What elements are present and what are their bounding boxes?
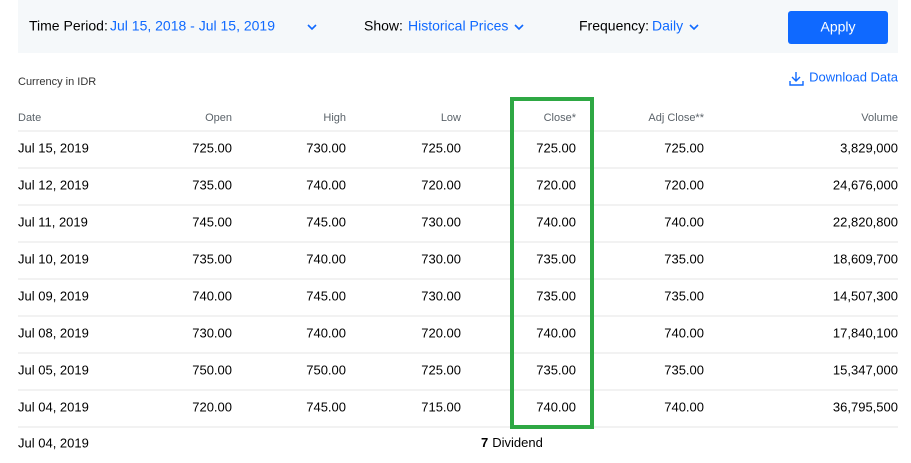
cell: 745.00 (306, 399, 346, 414)
date-cell: Jul 09, 2019 (18, 288, 89, 303)
cell: 740.00 (306, 325, 346, 340)
frequency-label: Frequency: (579, 18, 649, 34)
cell: 24,676,000 (833, 177, 898, 192)
cell: 18,609,700 (833, 251, 898, 266)
cell: 735.00 (664, 288, 704, 303)
cell: 725.00 (421, 140, 461, 155)
column-header: Date (18, 112, 41, 124)
currency: Currency in IDR (18, 76, 96, 88)
date-cell: Jul 10, 2019 (18, 251, 89, 266)
column-header: High (323, 112, 346, 124)
cell: 740.00 (192, 288, 232, 303)
cell: 15,347,000 (833, 362, 898, 377)
chevron[interactable] (689, 24, 699, 31)
cell: 730.00 (192, 325, 232, 340)
cell: 17,840,100 (833, 325, 898, 340)
cell: 750.00 (306, 362, 346, 377)
cell: 735.00 (536, 251, 576, 266)
cell: 720.00 (536, 177, 576, 192)
cell: 36,795,500 (833, 399, 898, 414)
cell: 740.00 (664, 399, 704, 414)
dividend-amount: 7 (481, 435, 488, 450)
cell: 22,820,800 (833, 214, 898, 229)
cell: 3,829,000 (840, 140, 898, 155)
apply-label[interactable]: Apply (820, 19, 855, 35)
cell: 735.00 (192, 251, 232, 266)
cell: 715.00 (421, 399, 461, 414)
cell: 720.00 (421, 177, 461, 192)
cell: 740.00 (536, 325, 576, 340)
apply-button[interactable] (788, 11, 888, 44)
column-header: Open (205, 112, 232, 124)
cell: 730.00 (421, 214, 461, 229)
cell: 735.00 (664, 251, 704, 266)
frequency[interactable]: Daily (652, 18, 683, 34)
cell: 730.00 (421, 251, 461, 266)
cell: 740.00 (536, 214, 576, 229)
download-icon[interactable] (789, 72, 804, 86)
show-label: Show: (364, 18, 403, 34)
cell: 735.00 (664, 362, 704, 377)
filter-bar (18, 0, 898, 53)
column-header: Close* (544, 112, 577, 124)
cell: 740.00 (664, 214, 704, 229)
cell: 740.00 (536, 399, 576, 414)
cell: 740.00 (306, 251, 346, 266)
cell: 730.00 (421, 288, 461, 303)
cell: 745.00 (306, 288, 346, 303)
time-period-label: Time Period: (29, 18, 108, 34)
cell: 735.00 (192, 177, 232, 192)
date-cell: Jul 12, 2019 (18, 177, 89, 192)
cell: 725.00 (536, 140, 576, 155)
column-header: Adj Close** (648, 112, 704, 124)
cell: 740.00 (306, 177, 346, 192)
date-cell: Jul 04, 2019 (18, 435, 89, 450)
cell: 735.00 (536, 288, 576, 303)
dividend-label: Dividend (492, 435, 543, 450)
cell: 720.00 (192, 399, 232, 414)
date-cell: Jul 15, 2019 (18, 140, 89, 155)
cell: 745.00 (192, 214, 232, 229)
column-header: Low (441, 112, 461, 124)
cell: 745.00 (306, 214, 346, 229)
cell: 725.00 (421, 362, 461, 377)
cell: 750.00 (192, 362, 232, 377)
chevron[interactable] (514, 24, 524, 31)
cell: 720.00 (421, 325, 461, 340)
column-header: Volume (861, 112, 898, 124)
cell: 725.00 (192, 140, 232, 155)
date-cell: Jul 05, 2019 (18, 362, 89, 377)
dividend-text: 7 Dividend (481, 435, 543, 450)
date-cell: Jul 04, 2019 (18, 399, 89, 414)
cell: 725.00 (664, 140, 704, 155)
date-cell: Jul 08, 2019 (18, 325, 89, 340)
time-period[interactable]: Jul 15, 2018 - Jul 15, 2019 (110, 18, 275, 34)
cell: 720.00 (664, 177, 704, 192)
cell: 735.00 (536, 362, 576, 377)
cell: 730.00 (306, 140, 346, 155)
highlight-box (510, 97, 594, 429)
chevron[interactable] (307, 24, 317, 31)
date-cell: Jul 11, 2019 (18, 214, 88, 229)
download-link[interactable]: Download Data (809, 69, 899, 84)
cell: 14,507,300 (833, 288, 898, 303)
cell: 740.00 (664, 325, 704, 340)
show[interactable]: Historical Prices (408, 18, 508, 34)
